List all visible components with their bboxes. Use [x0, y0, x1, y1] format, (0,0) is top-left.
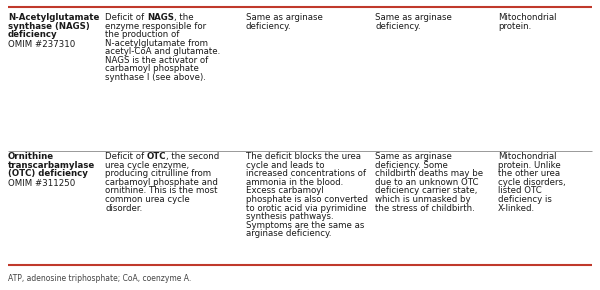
Text: Same as arginase: Same as arginase [375, 13, 452, 22]
Text: urea cycle enzyme,: urea cycle enzyme, [105, 161, 189, 170]
Text: , the second: , the second [166, 152, 220, 161]
Text: due to an unknown OTC: due to an unknown OTC [375, 178, 479, 187]
Text: deficiency: deficiency [8, 30, 58, 39]
Text: X-linked.: X-linked. [498, 204, 535, 213]
Text: carbamoyl phosphate: carbamoyl phosphate [105, 64, 199, 73]
Text: , the: , the [174, 13, 193, 22]
Text: deficiency.: deficiency. [375, 22, 421, 31]
Text: Same as arginase: Same as arginase [246, 13, 323, 22]
Text: transcarbamylase: transcarbamylase [8, 161, 95, 170]
Text: NAGS is the activator of: NAGS is the activator of [105, 56, 208, 65]
Text: Excess carbamoyl: Excess carbamoyl [246, 186, 324, 195]
Text: listed OTC: listed OTC [498, 186, 542, 195]
Text: ammonia in the blood.: ammonia in the blood. [246, 178, 343, 187]
Text: N-Acetylglutamate: N-Acetylglutamate [8, 13, 99, 22]
Text: synthase (NAGS): synthase (NAGS) [8, 22, 89, 31]
Text: deficiency is: deficiency is [498, 195, 552, 204]
Text: ornithine. This is the most: ornithine. This is the most [105, 186, 218, 195]
Text: to orotic acid via pyrimidine: to orotic acid via pyrimidine [246, 204, 367, 213]
Text: OTC: OTC [147, 152, 166, 161]
Text: deficiency. Some: deficiency. Some [375, 161, 448, 170]
Text: Deficit of: Deficit of [105, 13, 147, 22]
Text: which is unmasked by: which is unmasked by [375, 195, 470, 204]
Text: arginase deficiency.: arginase deficiency. [246, 229, 331, 238]
Text: increased concentrations of: increased concentrations of [246, 169, 366, 178]
Text: Symptoms are the same as: Symptoms are the same as [246, 221, 364, 230]
Text: synthase I (see above).: synthase I (see above). [105, 73, 206, 82]
Text: Mitochondrial: Mitochondrial [498, 13, 557, 22]
Text: deficiency carrier state,: deficiency carrier state, [375, 186, 478, 195]
Text: cycle and leads to: cycle and leads to [246, 161, 325, 170]
Text: Deficit of: Deficit of [105, 152, 147, 161]
Text: Mitochondrial: Mitochondrial [498, 152, 557, 161]
Text: ATP, adenosine triphosphate; CoA, coenzyme A.: ATP, adenosine triphosphate; CoA, coenzy… [8, 274, 191, 283]
Text: acetyl-CoA and glutamate.: acetyl-CoA and glutamate. [105, 47, 220, 56]
Text: the stress of childbirth.: the stress of childbirth. [375, 204, 475, 213]
Text: synthesis pathways.: synthesis pathways. [246, 212, 334, 221]
Text: the other urea: the other urea [498, 169, 560, 178]
Text: carbamoyl phosphate and: carbamoyl phosphate and [105, 178, 218, 187]
Text: OMIM #311250: OMIM #311250 [8, 179, 75, 188]
Text: The deficit blocks the urea: The deficit blocks the urea [246, 152, 361, 161]
Text: N-acetylglutamate from: N-acetylglutamate from [105, 39, 208, 48]
Text: common urea cycle: common urea cycle [105, 195, 190, 204]
Text: deficiency.: deficiency. [246, 22, 292, 31]
Text: OMIM #237310: OMIM #237310 [8, 40, 75, 49]
Text: Ornithine: Ornithine [8, 152, 54, 161]
Text: protein. Unlike: protein. Unlike [498, 161, 561, 170]
Text: cycle disorders,: cycle disorders, [498, 178, 566, 187]
Text: phosphate is also converted: phosphate is also converted [246, 195, 368, 204]
Text: enzyme responsible for: enzyme responsible for [105, 22, 206, 31]
Text: Same as arginase: Same as arginase [375, 152, 452, 161]
Text: protein.: protein. [498, 22, 531, 31]
Text: producing citrulline from: producing citrulline from [105, 169, 211, 178]
Text: childbirth deaths may be: childbirth deaths may be [375, 169, 483, 178]
Text: the production of: the production of [105, 30, 179, 39]
Text: NAGS: NAGS [147, 13, 174, 22]
Text: disorder.: disorder. [105, 204, 142, 213]
Text: (OTC) deficiency: (OTC) deficiency [8, 169, 88, 178]
